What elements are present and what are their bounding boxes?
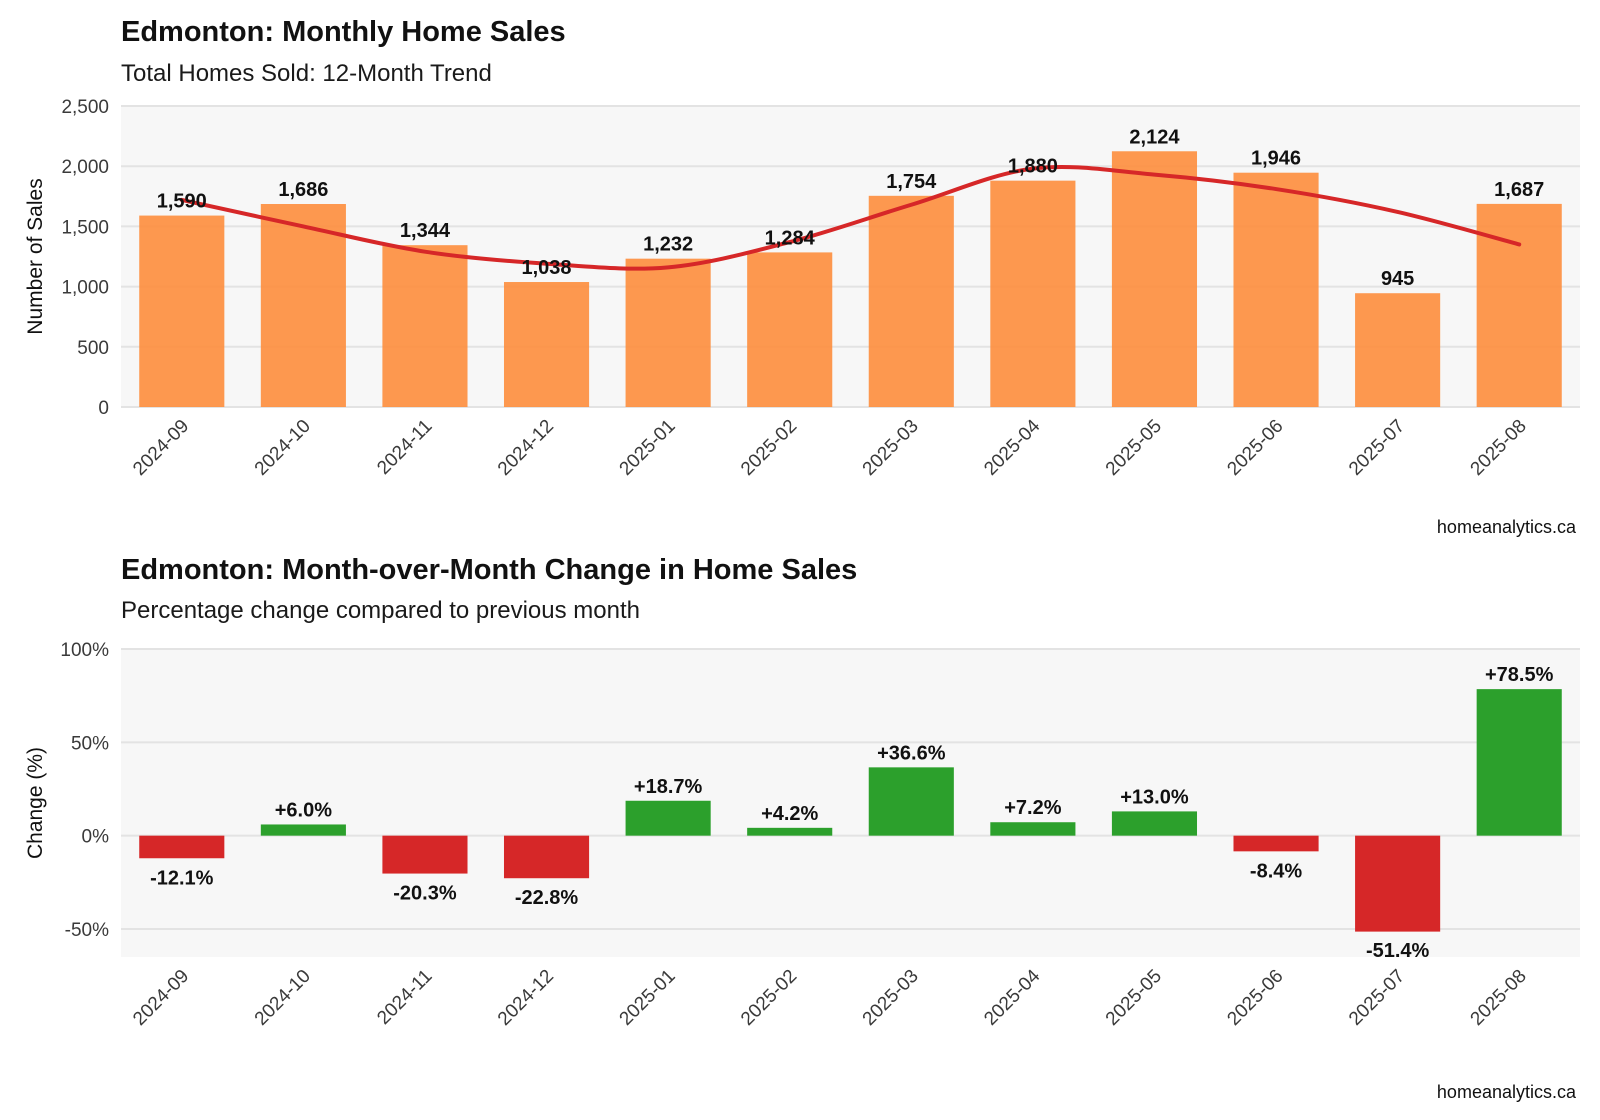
bar-2025-01 xyxy=(625,800,711,836)
bar-2024-12 xyxy=(503,282,590,407)
data-label: 1,880 xyxy=(1008,156,1058,178)
bar-2025-01 xyxy=(625,258,711,407)
bar-2024-10 xyxy=(260,204,346,407)
x-tick-label: 2025-04 xyxy=(980,965,1044,1029)
x-tick-label: 2025-07 xyxy=(1345,966,1409,1030)
bar-2025-03 xyxy=(868,195,954,407)
y-tick-label: 0% xyxy=(82,827,110,848)
x-tick-label: 2025-06 xyxy=(1223,966,1287,1030)
bar-2024-09 xyxy=(139,215,225,407)
data-label: 1,284 xyxy=(765,227,816,249)
data-label: 1,946 xyxy=(1251,148,1301,170)
bar-2024-11 xyxy=(382,245,468,407)
data-label: +7.2% xyxy=(1004,797,1061,819)
bar-2025-07 xyxy=(1355,293,1441,407)
bar-2024-12 xyxy=(503,835,590,879)
data-label: +6.0% xyxy=(275,799,332,821)
plot-background xyxy=(121,106,1580,407)
plot-background xyxy=(121,649,1580,957)
y-tick-label: -50% xyxy=(65,920,109,941)
y-tick-label: 100% xyxy=(60,640,109,661)
y-tick-label: 0 xyxy=(98,398,109,419)
bar-2025-06 xyxy=(1233,835,1319,852)
bar-2025-02 xyxy=(747,827,833,836)
x-tick-label: 2025-08 xyxy=(1467,416,1531,480)
y-tick-label: 2,500 xyxy=(61,97,109,118)
bar-2025-06 xyxy=(1233,172,1319,407)
y-tick-label: 1,000 xyxy=(61,278,109,299)
y-tick-label: 500 xyxy=(77,338,109,359)
monthly-sales-subtitle: Total Homes Sold: 12-Month Trend xyxy=(121,60,492,87)
bar-2025-03 xyxy=(868,767,954,836)
data-label: +4.2% xyxy=(761,803,818,825)
data-label: 945 xyxy=(1381,268,1414,290)
x-tick-label: 2025-06 xyxy=(1223,416,1287,480)
mom-change-chart: -50% 0% 50% 100% Change (%) -12.1% +6.0% -20.3%… xyxy=(24,640,1580,1030)
trend-line xyxy=(179,164,1522,271)
data-label: +36.6% xyxy=(877,742,946,764)
x-tick-label: 2024-10 xyxy=(251,966,315,1030)
bar-2024-09 xyxy=(139,835,225,859)
data-label: 1,038 xyxy=(522,257,572,279)
mom-change-title: Edmonton: Month-over-Month Change in Hom… xyxy=(121,554,858,586)
data-label: +13.0% xyxy=(1120,786,1189,808)
x-tick-label: 2025-03 xyxy=(859,416,923,480)
bar-2025-02 xyxy=(747,252,833,407)
data-label: 1,754 xyxy=(886,171,937,193)
bar-2025-04 xyxy=(990,822,1076,836)
x-tick-label: 2025-01 xyxy=(616,416,680,480)
bar-2025-04 xyxy=(990,180,1076,407)
bar-2024-10 xyxy=(260,824,346,836)
monthly-sales-source: homeanalytics.ca xyxy=(1436,517,1576,537)
y-tick-label: 2,000 xyxy=(61,157,109,178)
x-tick-label: 2024-11 xyxy=(373,416,436,479)
bar-2025-07 xyxy=(1355,835,1441,932)
bar-2024-11 xyxy=(382,835,468,874)
x-tick-label: 2024-12 xyxy=(494,966,558,1030)
data-label: -8.4% xyxy=(1250,860,1302,882)
x-tick-label: 2024-11 xyxy=(373,966,436,1029)
x-tick-label: 2024-09 xyxy=(129,416,193,480)
monthly-sales-chart: 0 500 1,000 1,500 2,000 2,500 Number of Sales 1… xyxy=(24,97,1580,480)
x-tick-label: 2025-07 xyxy=(1345,416,1409,480)
x-tick-label: 2025-08 xyxy=(1467,966,1531,1030)
mom-change-subtitle: Percentage change compared to previous m… xyxy=(121,597,640,624)
x-tick-label: 2024-12 xyxy=(494,416,558,480)
mom-change-panel: Edmonton: Month-over-Month Change in Hom… xyxy=(0,550,1600,1120)
x-tick-label: 2024-10 xyxy=(251,416,315,480)
y-tick-label: 1,500 xyxy=(61,217,109,238)
data-label: 1,344 xyxy=(400,220,451,242)
x-tick-label: 2025-01 xyxy=(616,966,680,1030)
data-label: +18.7% xyxy=(634,776,703,798)
data-label: 2,124 xyxy=(1129,126,1180,148)
monthly-sales-title: Edmonton: Monthly Home Sales xyxy=(121,16,566,48)
data-label: -22.8% xyxy=(515,887,579,909)
data-label: -51.4% xyxy=(1366,940,1430,962)
x-tick-label: 2025-02 xyxy=(737,416,801,480)
y-axis-title: Change (%) xyxy=(24,747,47,859)
y-axis-title: Number of Sales xyxy=(24,178,47,334)
mom-change-source: homeanalytics.ca xyxy=(1436,1082,1576,1102)
data-label: 1,686 xyxy=(278,179,328,201)
data-label: +78.5% xyxy=(1485,664,1554,686)
data-label: 1,232 xyxy=(643,234,693,256)
monthly-sales-panel: Edmonton: Monthly Home Sales Total Homes… xyxy=(0,0,1600,550)
x-tick-label: 2024-09 xyxy=(129,966,193,1030)
data-label: -12.1% xyxy=(150,867,214,889)
x-tick-label: 2025-04 xyxy=(980,415,1044,479)
bar-2025-08 xyxy=(1476,689,1562,836)
data-label: -20.3% xyxy=(393,883,457,905)
data-label: 1,687 xyxy=(1494,179,1544,201)
x-tick-label: 2025-05 xyxy=(1102,966,1166,1030)
x-tick-label: 2025-03 xyxy=(859,966,923,1030)
data-label: 1,590 xyxy=(157,191,207,213)
x-tick-label: 2025-05 xyxy=(1102,416,1166,480)
bar-2025-05 xyxy=(1111,151,1198,407)
y-tick-label: 50% xyxy=(71,733,109,754)
x-tick-label: 2025-02 xyxy=(737,966,801,1030)
bar-2025-05 xyxy=(1111,811,1198,836)
